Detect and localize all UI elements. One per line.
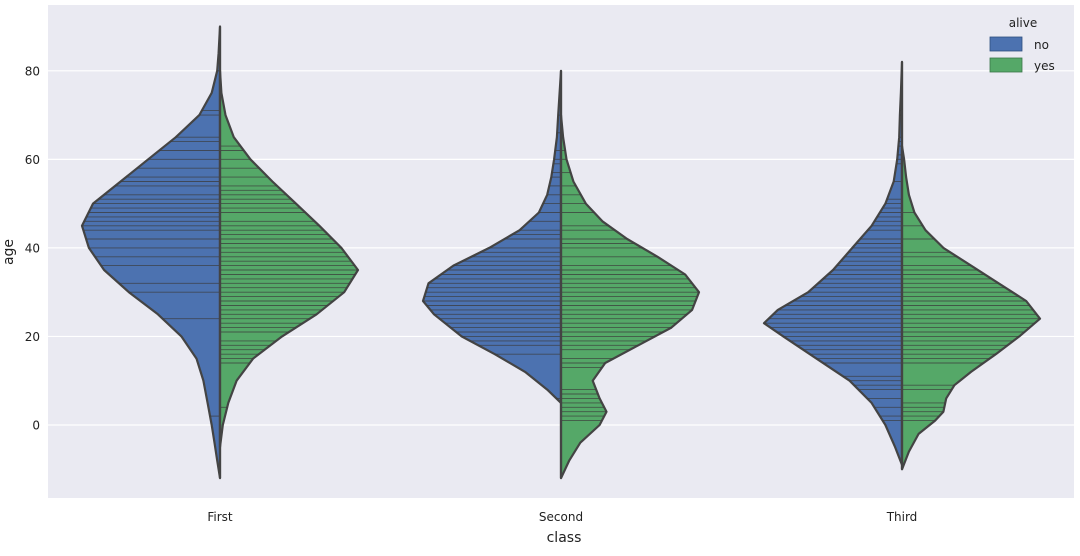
y-axis-label: age [1, 239, 17, 265]
legend-label-yes: yes [1034, 59, 1055, 73]
y-tick-label: 0 [32, 419, 40, 433]
x-tick-label: Third [886, 510, 918, 524]
y-tick-label: 40 [25, 241, 40, 255]
x-tick-label: First [207, 510, 233, 524]
violin-group [80, 25, 1042, 480]
y-tick-label: 60 [25, 153, 40, 167]
y-tick-label: 80 [25, 64, 40, 78]
legend-swatch-yes [989, 57, 1023, 73]
legend: alive no yes [989, 16, 1055, 73]
legend-label-no: no [1034, 38, 1049, 52]
y-tick-label: 20 [25, 330, 40, 344]
x-axis-label: class [547, 530, 582, 546]
legend-title: alive [1009, 16, 1038, 30]
legend-swatch-no [989, 36, 1023, 52]
y-tick-labels: 0 20 40 60 80 [25, 64, 40, 432]
x-tick-label: Second [539, 510, 583, 524]
x-tick-labels: First Second Third [207, 510, 917, 524]
